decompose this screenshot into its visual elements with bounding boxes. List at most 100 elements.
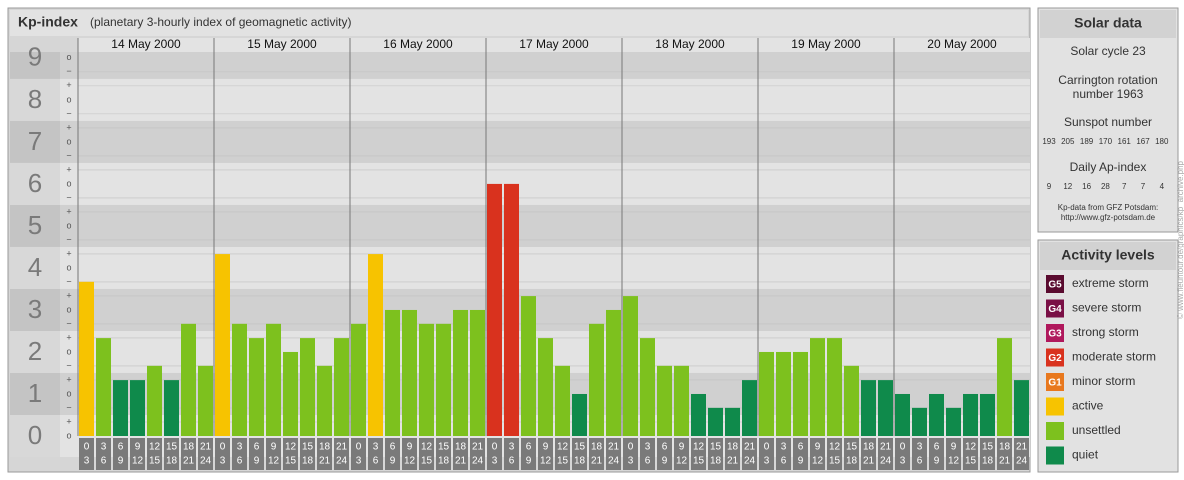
sub-tick-label: − bbox=[66, 150, 71, 160]
bar bbox=[130, 380, 145, 436]
time-box bbox=[181, 438, 196, 470]
sub-tick-label: o bbox=[66, 178, 71, 188]
sub-tick-label: + bbox=[66, 206, 71, 216]
time-box bbox=[946, 438, 961, 470]
bar bbox=[300, 338, 315, 436]
level-swatch bbox=[1046, 348, 1064, 367]
time-label: 0 bbox=[492, 442, 498, 453]
time-label: 12 bbox=[829, 442, 841, 453]
time-label: 15 bbox=[166, 442, 178, 453]
sub-tick-label: − bbox=[66, 276, 71, 286]
time-label: 15 bbox=[574, 442, 586, 453]
time-box bbox=[283, 438, 298, 470]
time-label: 0 bbox=[628, 442, 634, 453]
bar bbox=[980, 393, 995, 436]
bar bbox=[147, 365, 162, 436]
time-box bbox=[674, 438, 689, 470]
y-tick-label: 4 bbox=[28, 252, 42, 282]
bar bbox=[419, 323, 434, 436]
bar bbox=[725, 407, 740, 436]
time-label: 15 bbox=[149, 456, 161, 467]
time-label: 6 bbox=[526, 442, 532, 453]
sub-tick-label: − bbox=[66, 360, 71, 370]
bar bbox=[691, 393, 706, 436]
sub-tick-label: + bbox=[66, 374, 71, 384]
sunspot-label: Sunspot number bbox=[1064, 115, 1152, 129]
date-label: 18 May 2000 bbox=[655, 37, 725, 51]
time-box bbox=[759, 438, 774, 470]
bar bbox=[113, 380, 128, 436]
time-label: 12 bbox=[149, 442, 161, 453]
sub-tick-label: o bbox=[66, 52, 71, 62]
time-label: 24 bbox=[1016, 456, 1028, 467]
bar bbox=[878, 380, 893, 436]
band bbox=[78, 120, 1030, 163]
time-label: 0 bbox=[220, 442, 226, 453]
time-label: 21 bbox=[863, 456, 875, 467]
time-label: 21 bbox=[999, 456, 1011, 467]
time-box bbox=[997, 438, 1012, 470]
time-box bbox=[487, 438, 502, 470]
time-box bbox=[147, 438, 162, 470]
level-code: G1 bbox=[1048, 378, 1062, 389]
date-label: 19 May 2000 bbox=[791, 37, 861, 51]
level-label: unsettled bbox=[1072, 423, 1121, 437]
time-box bbox=[640, 438, 655, 470]
date-label: 14 May 2000 bbox=[111, 37, 181, 51]
sunspot-value: 170 bbox=[1099, 137, 1113, 146]
level-swatch bbox=[1046, 446, 1064, 465]
time-box bbox=[470, 438, 485, 470]
sub-tick-label: + bbox=[66, 80, 71, 90]
time-box bbox=[130, 438, 145, 470]
bar bbox=[895, 393, 910, 436]
time-label: 0 bbox=[764, 442, 770, 453]
bar bbox=[963, 393, 978, 436]
sub-tick-label: o bbox=[66, 136, 71, 146]
time-label: 12 bbox=[285, 442, 297, 453]
time-label: 6 bbox=[645, 456, 651, 467]
time-label: 3 bbox=[509, 442, 515, 453]
bar bbox=[793, 351, 808, 436]
time-box bbox=[827, 438, 842, 470]
ap-value: 28 bbox=[1101, 182, 1110, 191]
band bbox=[78, 204, 1030, 247]
sub-tick-label: + bbox=[66, 248, 71, 258]
time-label: 18 bbox=[727, 442, 739, 453]
time-label: 0 bbox=[900, 442, 906, 453]
time-label: 12 bbox=[404, 456, 416, 467]
sub-band bbox=[60, 78, 78, 121]
level-swatch bbox=[1046, 397, 1064, 416]
time-label: 9 bbox=[543, 442, 549, 453]
sunspot-value: 180 bbox=[1155, 137, 1169, 146]
sub-tick-label: − bbox=[66, 108, 71, 118]
time-label: 9 bbox=[526, 456, 532, 467]
time-box bbox=[793, 438, 808, 470]
bar bbox=[827, 338, 842, 436]
time-label: 3 bbox=[645, 442, 651, 453]
title-bar bbox=[10, 10, 1028, 36]
time-box bbox=[589, 438, 604, 470]
time-box bbox=[113, 438, 128, 470]
time-box bbox=[810, 438, 825, 470]
sub-band bbox=[60, 414, 78, 458]
source: Kp-data from GFZ Potsdam: bbox=[1058, 203, 1158, 212]
time-label: 15 bbox=[557, 456, 569, 467]
source: http://www.gfz-potsdam.de bbox=[1061, 213, 1156, 222]
time-label: 6 bbox=[373, 456, 379, 467]
sub-tick-label: − bbox=[66, 402, 71, 412]
time-label: 12 bbox=[268, 456, 280, 467]
bar bbox=[759, 351, 774, 436]
time-box bbox=[878, 438, 893, 470]
bar bbox=[606, 309, 621, 436]
sub-tick-label: + bbox=[66, 416, 71, 426]
time-label: 6 bbox=[798, 442, 804, 453]
time-label: 18 bbox=[183, 442, 195, 453]
ap-value: 12 bbox=[1063, 182, 1072, 191]
time-label: 3 bbox=[220, 456, 226, 467]
bar bbox=[436, 323, 451, 436]
time-label: 9 bbox=[407, 442, 413, 453]
sub-band bbox=[60, 162, 78, 205]
time-label: 18 bbox=[438, 456, 450, 467]
time-label: 3 bbox=[237, 442, 243, 453]
bar bbox=[912, 407, 927, 436]
